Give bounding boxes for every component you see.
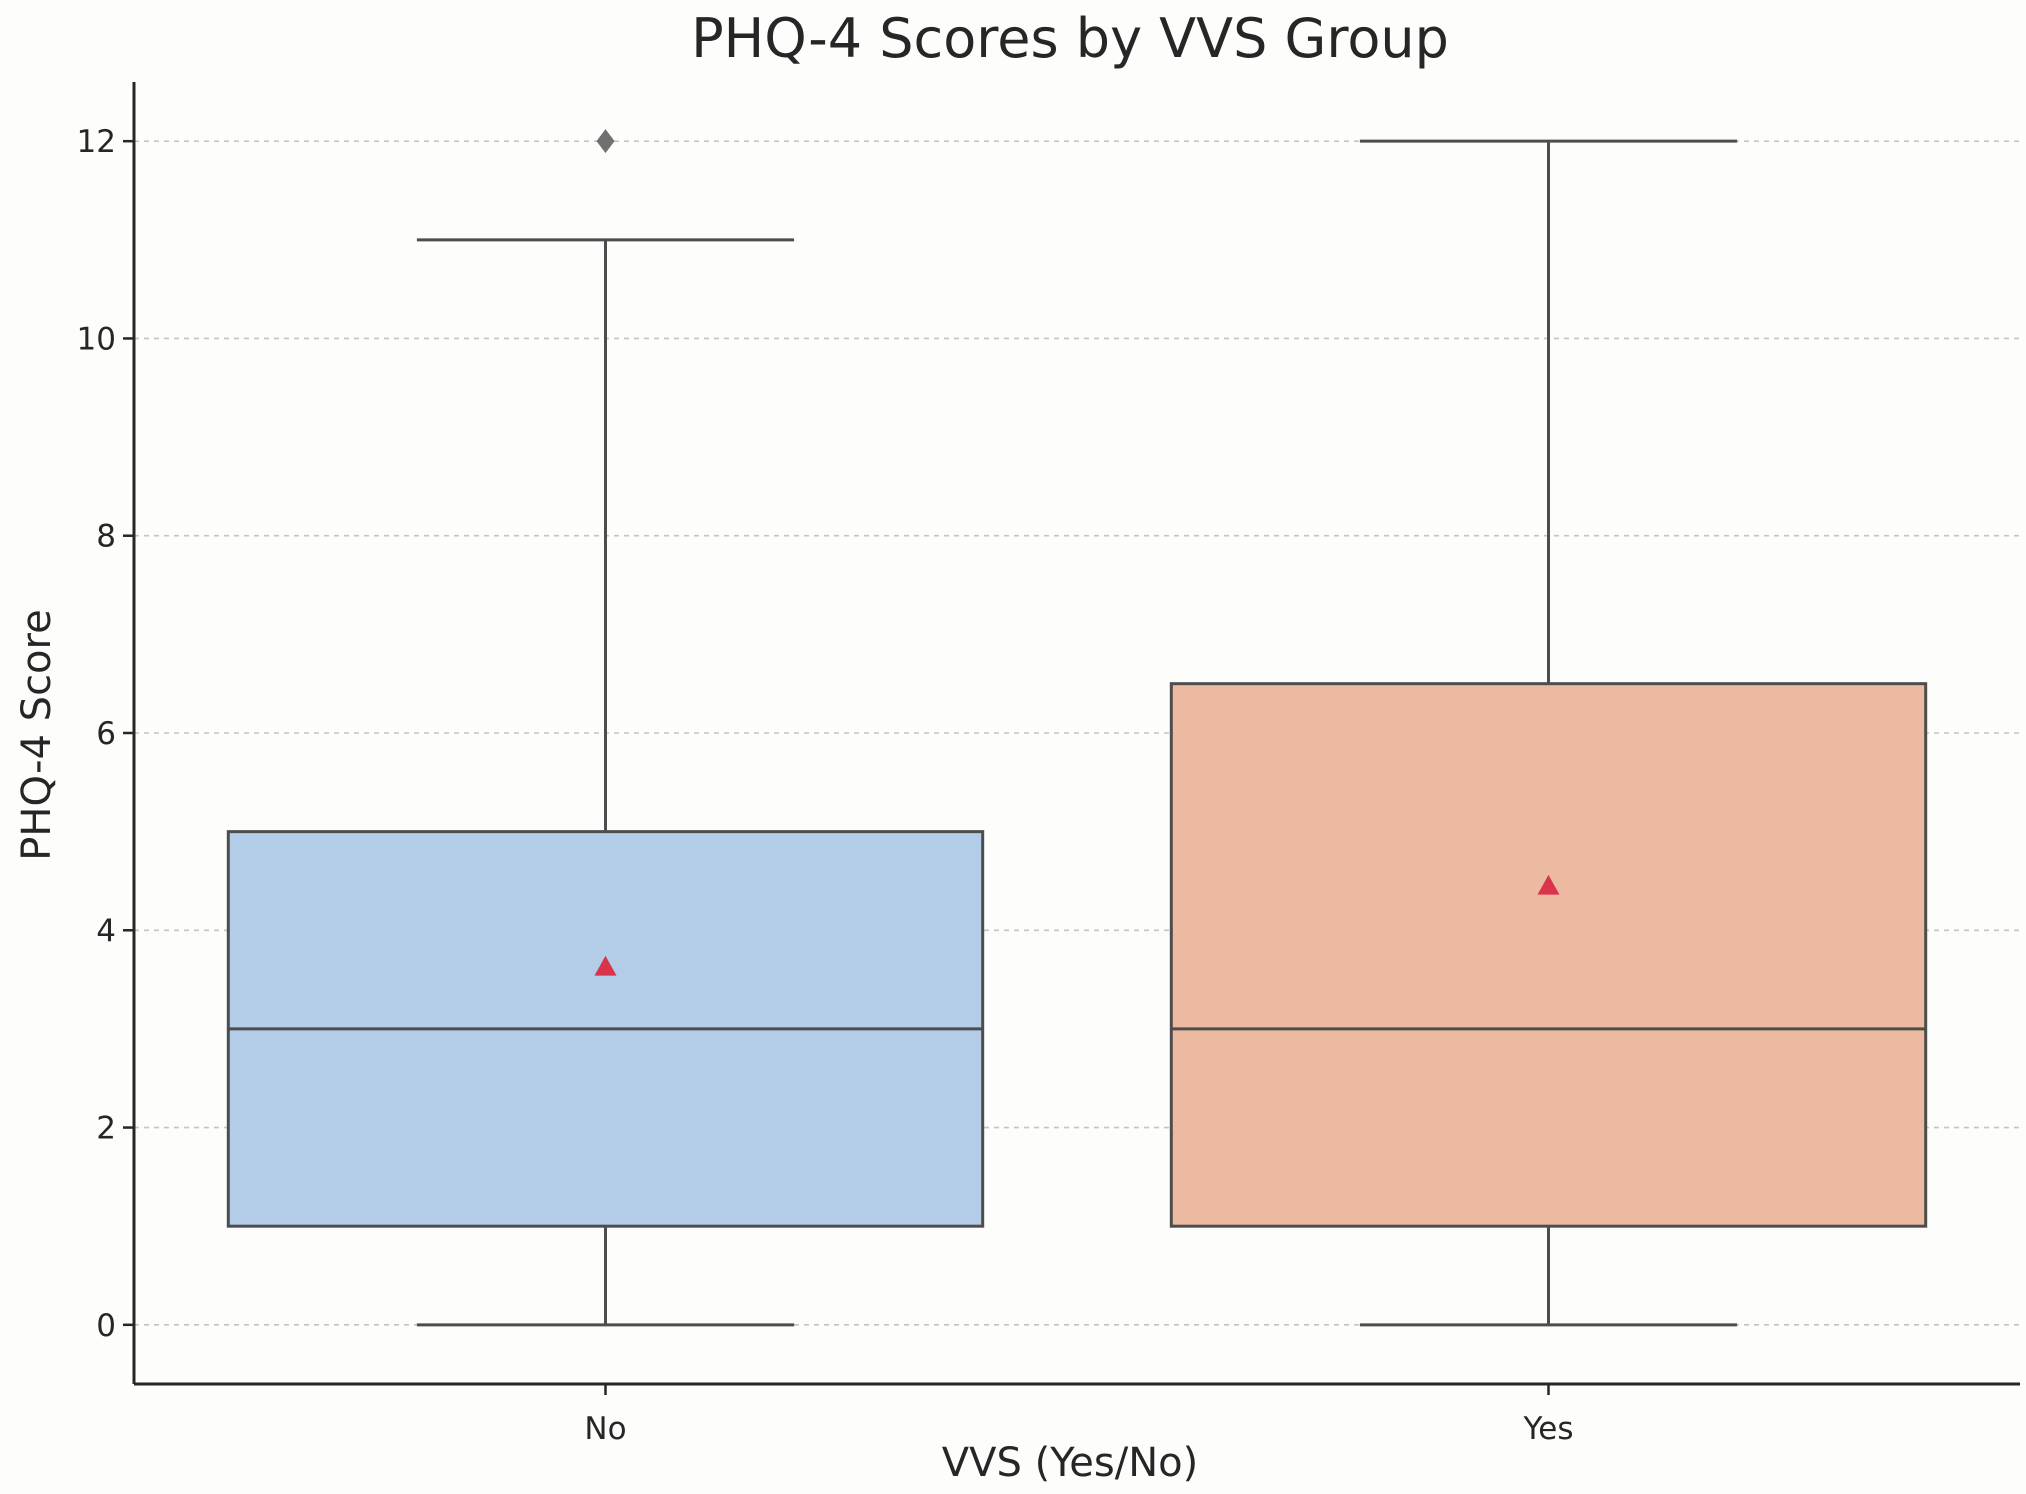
box-body [1169,682,1928,1228]
box-group-no [226,129,985,1327]
y-tick-label: 6 [96,716,116,752]
chart-title: PHQ-4 Scores by VVS Group [691,7,1449,70]
y-tick-label: 12 [77,124,116,160]
outlier-point [596,129,615,154]
y-tick-label: 10 [77,321,116,357]
boxes [226,129,1928,1327]
ticks: 0 2 4 6 8 10 12 No Yes [77,124,1574,1447]
y-tick-label: 2 [96,1111,116,1147]
x-axis-label: VVS (Yes/No) [942,1440,1198,1486]
y-tick-label: 4 [96,913,116,949]
x-tick-label: Yes [1522,1411,1573,1447]
y-tick-label: 8 [96,519,116,555]
mean-marker [594,955,617,976]
box-group-yes [1169,139,1928,1327]
y-axis-label: PHQ-4 Score [14,609,60,860]
y-tick-label: 0 [96,1308,116,1344]
mean-marker [1537,874,1560,895]
x-tick-label: No [584,1411,626,1447]
